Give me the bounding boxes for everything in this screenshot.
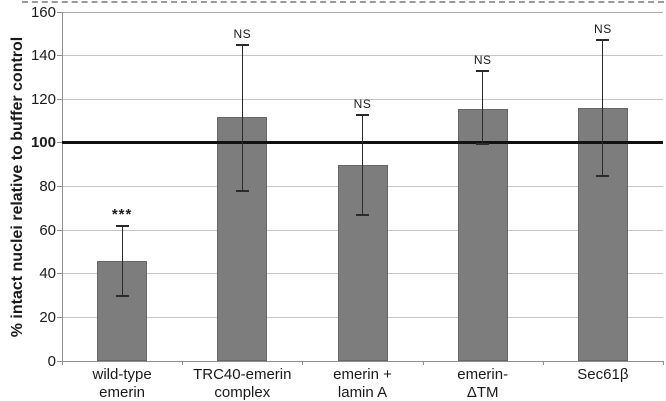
significance-label: NS <box>594 22 612 37</box>
error-bar-cap-top <box>476 69 490 72</box>
plot-top-border <box>62 12 663 13</box>
bar <box>457 109 508 361</box>
y-tick-mark <box>57 142 62 144</box>
x-tick-mark <box>182 361 184 365</box>
error-bar-cap-top <box>356 113 369 116</box>
error-bar-line <box>241 44 243 191</box>
error-bar-cap-bottom <box>356 213 369 216</box>
x-axis-category-label: TRC40-emerin complex <box>193 366 292 401</box>
y-tick-mark <box>57 55 62 57</box>
y-gridline <box>62 98 663 100</box>
y-tick-label: 140 <box>30 47 56 65</box>
y-tick-label: 60 <box>39 221 56 239</box>
y-tick-mark <box>57 186 62 187</box>
y-tick-label: 0 <box>47 352 56 370</box>
y-tick-label: 40 <box>39 265 56 283</box>
significance-label: NS <box>353 96 372 111</box>
error-bar-cap-bottom <box>115 294 129 297</box>
error-bar-cap-top <box>596 39 610 42</box>
significance-label: NS <box>233 26 252 41</box>
error-bar-line <box>602 40 604 176</box>
error-bar-cap-top <box>115 224 129 227</box>
x-tick-mark <box>542 361 544 365</box>
error-bar-line <box>121 225 123 296</box>
x-tick-mark <box>62 361 63 365</box>
y-tick-mark <box>57 98 62 100</box>
x-axis-category-label: emerin- ΔTM <box>457 366 509 401</box>
error-bar-line <box>482 70 484 144</box>
x-axis-category-label: Sec61β <box>577 366 629 383</box>
y-tick-label: 160 <box>30 3 56 21</box>
significance-label: NS <box>473 52 492 67</box>
y-gridline <box>62 55 663 57</box>
error-bar-cap-bottom <box>476 142 490 145</box>
y-tick-label: 80 <box>39 178 56 195</box>
y-tick-label: 120 <box>30 90 56 108</box>
significance-label: *** <box>111 205 133 223</box>
error-bar-cap-top <box>235 43 249 46</box>
y-axis-line <box>62 12 63 361</box>
error-bar-line <box>362 114 363 215</box>
error-bar-cap-bottom <box>235 189 249 192</box>
y-tick-mark <box>57 229 62 231</box>
figure-top-dashed-border <box>22 1 664 3</box>
x-tick-mark <box>663 361 664 365</box>
y-tick-mark <box>57 273 62 275</box>
x-axis-category-label: emerin + lamin A <box>333 366 392 401</box>
x-axis-category-label: wild-type emerin <box>92 366 152 401</box>
y-tick-mark <box>57 316 62 318</box>
x-axis-line <box>62 361 664 362</box>
y-tick-label: 20 <box>39 308 56 326</box>
y-tick-mark <box>57 11 62 13</box>
y-tick-mark <box>57 360 62 362</box>
x-tick-mark <box>422 361 424 365</box>
x-tick-mark <box>302 361 304 365</box>
error-bar-cap-bottom <box>596 174 610 177</box>
y-tick-label: 100 <box>30 134 56 152</box>
